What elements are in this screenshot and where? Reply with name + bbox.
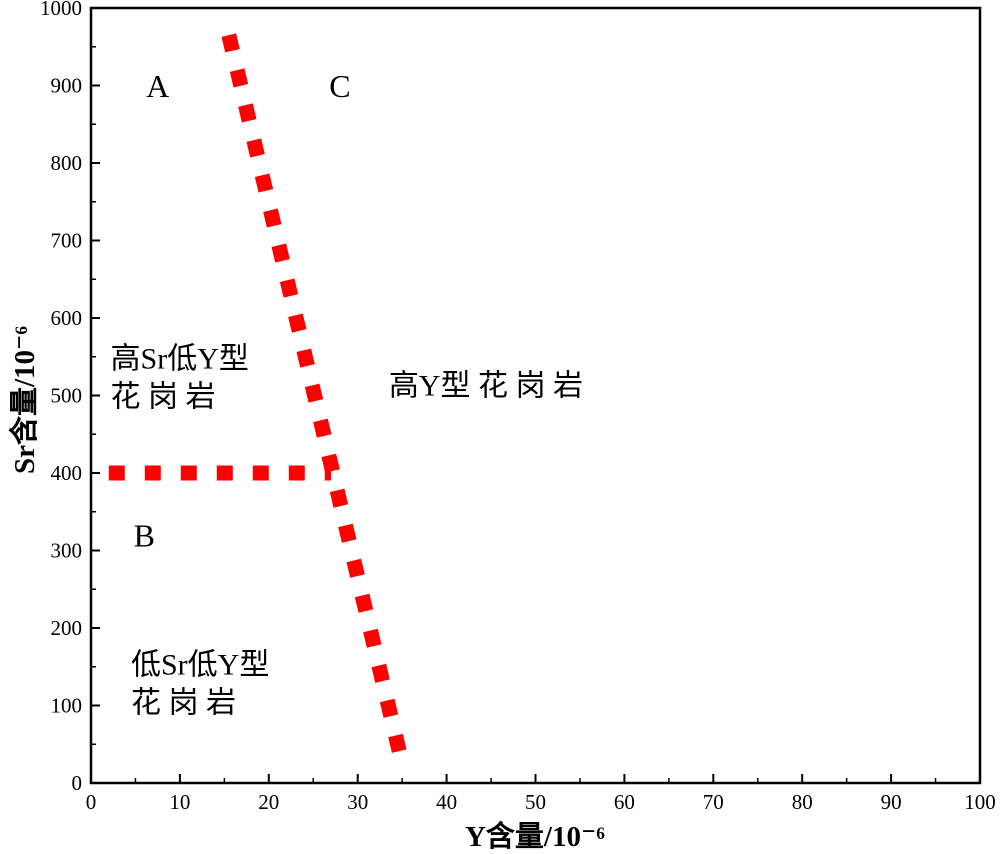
x-tick-label: 20 [258, 790, 279, 814]
x-tick-label: 90 [881, 790, 902, 814]
x-tick-label: 40 [436, 790, 457, 814]
x-tick-label: 80 [792, 790, 813, 814]
region-letter-c: C [329, 68, 350, 104]
y-axis-title: Sr含量/10⁻⁶ [7, 326, 41, 474]
y-tick-label: 900 [51, 74, 83, 98]
x-tick-label: 0 [86, 790, 97, 814]
region-name-3: 低Sr低Y型花 岗 岩 [131, 649, 269, 720]
x-tick-label: 10 [169, 790, 190, 814]
y-tick-label: 800 [51, 151, 83, 175]
y-tick-label: 600 [51, 306, 83, 330]
y-tick-label: 500 [51, 384, 83, 408]
region-name-1: 高Sr低Y型花 岗 岩 [111, 342, 249, 413]
x-axis-ticks: 0 10 20 30 40 50 60 70 80 90 100 [86, 774, 996, 814]
region-name-line: 花 岗 岩 [111, 380, 216, 413]
y-tick-label: 1000 [40, 0, 82, 20]
x-tick-label: 30 [347, 790, 368, 814]
boundary-line-diagonal [221, 33, 410, 766]
x-tick-label: 50 [525, 790, 546, 814]
region-letter-a: A [146, 68, 169, 104]
x-tick-label: 70 [703, 790, 724, 814]
y-axis-ticks: 0 100 200 300 400 500 600 700 800 900 1000 [40, 0, 100, 795]
x-tick-label: 100 [964, 790, 996, 814]
y-tick-label: 700 [51, 229, 83, 253]
y-tick-label: 100 [51, 694, 83, 718]
region-name-2: 高Y型 花 岗 岩 [389, 370, 583, 403]
region-letter-b: B [134, 518, 155, 554]
y-tick-label: 400 [51, 461, 83, 485]
region-name-line: 低Sr低Y型 [131, 649, 269, 682]
region-name-line: 花 岗 岩 [131, 687, 236, 720]
boundary-lines [108, 33, 410, 766]
region-name-line: 高Sr低Y型 [111, 342, 249, 375]
region-name-line: 高Y型 花 岗 岩 [389, 370, 583, 403]
y-tick-label: 200 [51, 616, 83, 640]
x-axis-title: Y含量/10⁻⁶ [465, 819, 605, 853]
y-tick-label: 0 [72, 771, 83, 795]
x-tick-label: 60 [614, 790, 635, 814]
y-tick-label: 300 [51, 539, 83, 563]
region-labels: A CB高Sr低Y型花 岗 岩高Y型 花 岗 岩低Sr低Y型花 岗 岩 [111, 68, 583, 719]
